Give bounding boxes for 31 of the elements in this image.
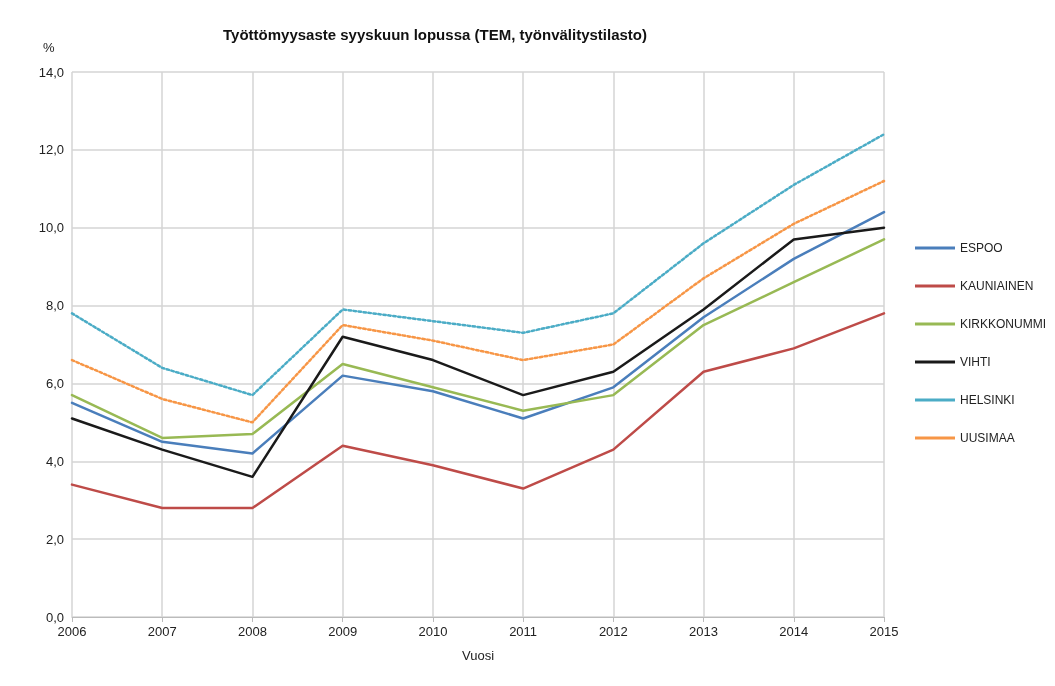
line-series: [70, 238, 886, 440]
x-tick-label: 2009: [328, 624, 358, 639]
y-axis-title: %: [43, 40, 55, 55]
x-tick-label: 2010: [418, 624, 448, 639]
legend-label: KAUNIAINEN: [960, 279, 1034, 293]
y-tick-label: 2,0: [45, 531, 64, 547]
legend-label: ESPOO: [960, 241, 1003, 255]
y-tick-label: 14,0: [38, 64, 64, 80]
legend-label: VIHTI: [960, 355, 991, 369]
legend-label: KIRKKONUMMI: [960, 317, 1047, 331]
x-tick-label: 2007: [147, 624, 177, 639]
x-tick-label: 2012: [598, 624, 628, 639]
y-tick-label: 0,0: [45, 609, 64, 625]
y-tick-label: 6,0: [45, 375, 64, 391]
y-tick-label: 10,0: [38, 220, 64, 236]
x-tick-label: 2015: [869, 624, 899, 639]
y-tick-label: 12,0: [38, 142, 64, 158]
x-tick-label: 2006: [57, 624, 87, 639]
x-tick-label: 2014: [779, 624, 809, 639]
chart-title: Työttömyysaste syyskuun lopussa (TEM, työnvälitystilasto): [223, 26, 647, 43]
x-tick-label: 2011: [509, 624, 538, 639]
y-tick-label: 4,0: [45, 453, 64, 469]
line-series: [70, 179, 886, 424]
line-series: [70, 133, 886, 397]
y-tick-label: 8,0: [45, 298, 64, 314]
legend-label: HELSINKI: [960, 393, 1015, 407]
line-series: [70, 312, 886, 510]
legend-label: UUSIMAA: [960, 431, 1015, 445]
x-tick-label: 2008: [237, 624, 267, 639]
x-axis-title: Vuosi: [461, 648, 495, 663]
x-tick-label: 2013: [689, 624, 719, 639]
